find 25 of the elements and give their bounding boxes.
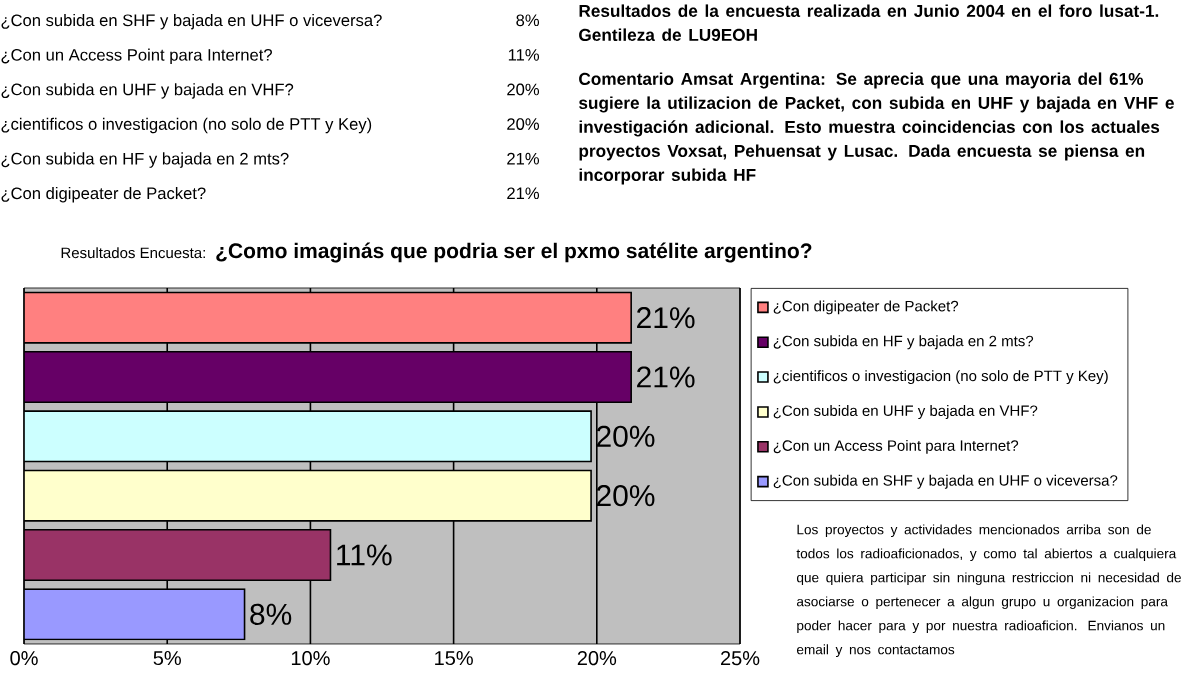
text: ¿cientificos o investigacion (no solo de PTT y Key) — [1, 117, 372, 134]
chart-subtitle: ¿Como imaginás que podria ser el pxmo satélite argentino? — [216, 242, 812, 263]
data-label: 11% — [337, 544, 392, 566]
x-tick-label: 20% — [577, 651, 617, 666]
text: ¿Con subida en SHF y bajada en UHF o viceversa? — [1, 13, 382, 30]
text: ¿Con digipeater de Packet? — [1, 186, 206, 203]
text: 21% — [507, 152, 540, 165]
text: Comentario Amsat Argentina: Se aprecia que una mayoria del 61% sugiere la utilizacion de Packet, con subida en UHF y bajada en VHF e investigación adicional. Esto muestra coincidencias con los actuales proyectos Voxsat, Pehuensat y Lusac. Dada encuesta se piensa en incorporar subida HF — [579, 72, 1174, 185]
text: Resultados de la encuesta realizada en Junio 2004 en el foro lusat-1. Gentileza de LU9EOH — [579, 4, 1159, 42]
x-tick-label: 0% — [10, 651, 38, 666]
text: 20% — [507, 118, 540, 130]
text: ¿Con subida en HF y bajada en 2 mts? — [1, 152, 289, 168]
text: ¿Con subida en UHF y bajada en VHF? — [1, 83, 294, 99]
x-tick-label: 25% — [720, 651, 760, 666]
text: 21% — [507, 187, 540, 200]
data-label: 21% — [637, 307, 695, 329]
x-tick-label: 10% — [291, 651, 330, 666]
text: 20% — [507, 83, 540, 96]
text: 11% — [508, 49, 540, 61]
text: ¿Con un Access Point para Internet? — [1, 48, 272, 65]
x-tick-label: 15% — [435, 651, 473, 666]
x-tick-label: 5% — [153, 651, 181, 666]
data-label: 8% — [250, 603, 292, 625]
text: 8% — [516, 14, 540, 27]
data-label: 21% — [637, 366, 695, 388]
